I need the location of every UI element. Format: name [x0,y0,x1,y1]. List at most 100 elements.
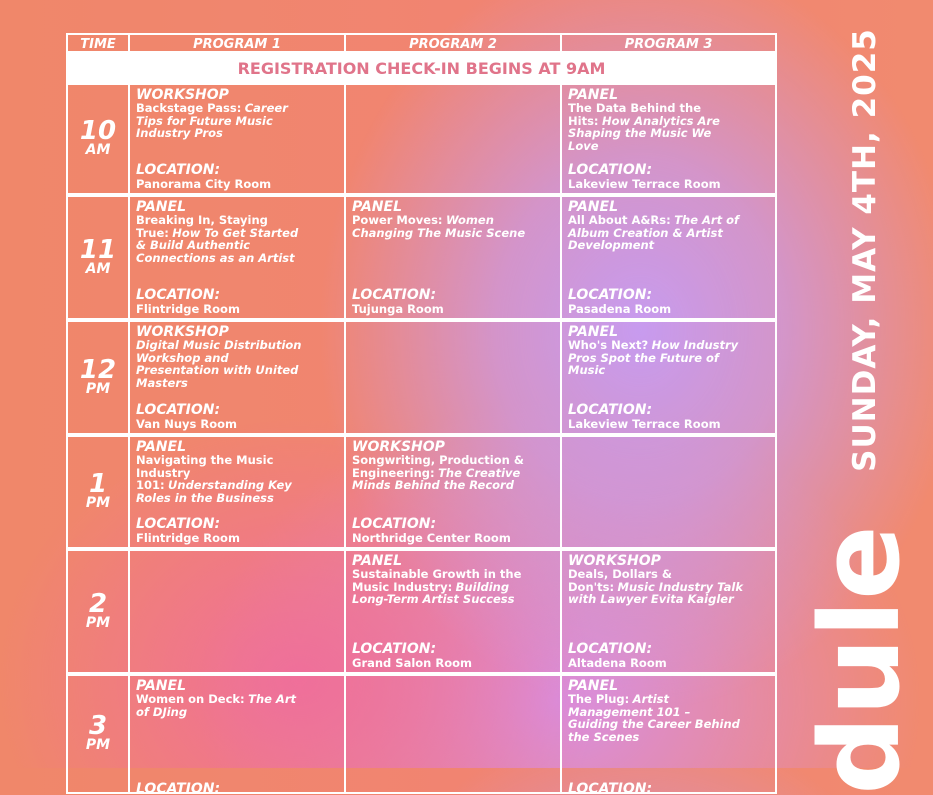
room: Panorama City Room [136,177,272,191]
hour: 1 [88,469,108,499]
column-header: TIME [66,33,130,53]
room: Altadena Room [568,656,667,670]
location-label: LOCATION: [352,641,437,657]
session-title: All About A&Rs: [568,213,671,227]
session-type: WORKSHOP [352,439,445,455]
time-cell: 3 PM [66,674,130,794]
session-subtitle: How Analytics Are Shaping the Music We L… [568,113,720,153]
session-subtitle: Digital Music Distribution Workshop and … [136,338,302,390]
session-cell: PANEL Power Moves: Women Changing The Musi… [344,195,562,320]
session-cell: PANEL Who's Next? How Industry Pros Spot t… [560,320,777,435]
session-description: All About A&Rs: The Art of Album Creation… [568,214,743,252]
time-cell: 2 PM [66,549,130,674]
session-title: Sustainable Growth in the Music Industry… [352,567,522,594]
session-subtitle: Women Changing The Music Scene [352,213,526,240]
session-subtitle: Understanding Key Roles in the Business [136,478,292,505]
session-subtitle: Career Tips for Future Music Industry Pr… [136,101,288,140]
period: AM [85,142,111,158]
location: LOCATION: Northridge Center Room [352,517,511,545]
session-cell: PANEL The Data Behind the Hits: How Analyt… [560,83,777,195]
session-description: Songwriting, Production & Engineering: Th… [352,454,527,492]
period: PM [85,614,111,631]
session-subtitle: The Art of Album Creation & Artist Devel… [568,213,739,252]
location: LOCATION: Panorama City Room [136,163,271,191]
period: PM [85,380,111,397]
session-title: Navigating the Music Industry 101: [136,453,274,492]
title-word: dule [796,525,924,795]
session-cell [344,83,562,195]
session-cell: PANEL The Plug: Artist Management 101 – Gu… [560,674,777,794]
session-title: Power Moves: [352,213,443,227]
session-cell: PANEL All About A&Rs: The Art of Album Cre… [560,195,777,320]
session-description: Breaking In, Staying True: How To Get Sta… [136,214,311,264]
room: Pasadena Room [568,302,672,316]
room: Tujunga Room [352,302,444,316]
location: LOCATION: [136,781,221,794]
room: Flintridge Room [136,531,240,545]
session-type: WORKSHOP [136,324,229,340]
location-label: LOCATION: [568,402,653,418]
location: LOCATION: Lakeview Terrace Room [568,403,721,431]
session-description: Deals, Dollars & Don'ts: Music Industry T… [568,568,743,606]
session-cell [344,674,562,794]
session-description: Sustainable Growth in the Music Industry… [352,568,527,606]
session-type: PANEL [136,678,187,694]
session-cell: WORKSHOP Backstage Pass: Career Tips for F… [128,83,346,195]
room: Lakeview Terrace Room [568,177,721,191]
period: AM [85,260,111,277]
session-type: PANEL [352,199,403,215]
session-cell: WORKSHOP Songwriting, Production & Engine… [344,435,562,549]
room: Northridge Center Room [352,531,511,545]
session-type: PANEL [568,324,619,340]
period: PM [85,737,111,753]
session-type: PANEL [568,87,619,103]
session-subtitle: The Creative Minds Behind the Record [352,465,521,492]
session-cell: PANEL Navigating the Music Industry 101: U… [128,435,346,549]
session-cell: WORKSHOP Digital Music Distribution Works… [128,320,346,435]
session-type: PANEL [568,199,619,215]
location: LOCATION: Lakeview Terrace Room [568,163,721,191]
session-subtitle: The Art of DJing [136,692,296,719]
session-description: Women on Deck: The Art of DJing [136,693,311,718]
location-label: LOCATION: [136,781,221,794]
session-title: Deals, Dollars & Don'ts: [568,567,672,594]
session-cell [344,320,562,435]
session-description: The Data Behind the Hits: How Analytics A… [568,102,743,152]
hour: 10 [79,116,117,146]
session-title: Who's Next? [568,338,649,352]
hour: 12 [79,354,117,385]
time-cell: 11 AM [66,195,130,320]
session-cell: PANEL Sustainable Growth in the Music Ind… [344,549,562,674]
location: LOCATION: Altadena Room [568,642,667,670]
session-subtitle: Building Long-Term Artist Success [352,579,515,606]
column-header: PROGRAM 3 [560,33,777,53]
session-title: The Data Behind the Hits: [568,101,702,128]
session-type: PANEL [568,678,619,694]
location: LOCATION: Grand Salon Room [352,642,472,670]
session-description: Power Moves: Women Changing The Music Sce… [352,214,527,239]
location: LOCATION: [568,782,652,792]
session-description: The Plug: Artist Management 101 – Guiding… [568,693,743,743]
session-description: Navigating the Music Industry 101: Unders… [136,454,311,504]
session-type: PANEL [136,199,187,215]
time-cell: 1 PM [66,435,130,549]
location-label: LOCATION: [136,402,221,418]
session-cell: PANEL Women on Deck: The Art of DJing LOCAT… [128,674,346,794]
session-subtitle: Artist Management 101 – Guiding the Care… [568,692,740,744]
location-label: LOCATION: [136,516,221,532]
session-description: Digital Music Distribution Workshop and … [136,339,311,389]
session-type: WORKSHOP [136,87,229,103]
location-label: LOCATION: [568,641,653,657]
column-header: PROGRAM 1 [128,33,346,53]
period: PM [85,495,111,511]
room: Lakeview Terrace Room [568,417,721,431]
session-description: Who's Next? How Industry Pros Spot the Fu… [568,339,743,377]
location-label: LOCATION: [568,162,653,178]
room: Grand Salon Room [352,656,473,670]
room: Flintridge Room [136,302,240,316]
location-label: LOCATION: [568,287,653,303]
time-cell: 10 AM [66,83,130,195]
session-title: Songwriting, Production & Engineering: [352,453,524,480]
banner: REGISTRATION CHECK-IN BEGINS AT 9AM [66,53,777,85]
